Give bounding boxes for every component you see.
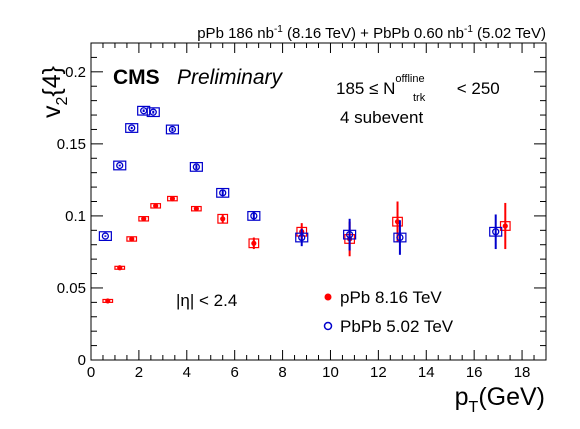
y-axis-title-sub: 2 xyxy=(54,97,71,106)
x-tick-label: 6 xyxy=(231,364,239,381)
data-point xyxy=(193,206,199,212)
y-tick-label: 0.2 xyxy=(65,64,86,81)
x-tick-label: 0 xyxy=(87,364,95,381)
data-point xyxy=(298,233,306,242)
x-tick-label: 14 xyxy=(418,364,435,381)
x-axis-title-sub: T xyxy=(469,399,479,416)
x-tick-label: 18 xyxy=(514,364,531,381)
eta-annotation: |η| < 2.4 xyxy=(176,291,237,310)
ntrk-sub: trk xyxy=(413,92,426,104)
data-point xyxy=(128,124,136,132)
data-point xyxy=(117,265,123,271)
cms-label: CMS xyxy=(113,66,160,89)
syst-box xyxy=(98,231,112,242)
syst-box xyxy=(189,161,203,172)
data-point xyxy=(141,216,147,222)
header-part2: (8.16 TeV) + PbPb 0.60 nb xyxy=(283,25,464,42)
y-tick-label: 0.05 xyxy=(57,280,86,297)
legend: pPb 8.16 TeV PbPb 5.02 TeV xyxy=(323,288,454,336)
y-tick-label: 0.15 xyxy=(57,136,86,153)
header-sup2: -1 xyxy=(464,24,473,35)
series-ppb xyxy=(102,195,511,304)
y-axis-title-main: v xyxy=(38,105,66,118)
data-point xyxy=(168,125,177,134)
data-point xyxy=(345,230,354,239)
y-axis-title-rest: {4} xyxy=(38,66,66,97)
series-pbpb xyxy=(98,105,503,255)
data-point xyxy=(153,203,159,209)
data-marks xyxy=(98,105,511,304)
syst-box xyxy=(125,123,139,133)
data-point xyxy=(250,212,258,220)
legend-label-pbpb: PbPb 5.02 TeV xyxy=(340,317,454,336)
subevent-annotation: 4 subevent xyxy=(340,108,423,127)
legend-marker-ppb xyxy=(324,293,332,301)
syst-box xyxy=(113,160,127,171)
legend-marker-pbpb xyxy=(323,321,333,331)
header-part3: (5.02 TeV) xyxy=(473,25,546,42)
x-tick-label: 8 xyxy=(278,364,286,381)
preliminary-label: Preliminary xyxy=(177,66,284,89)
data-point xyxy=(101,232,110,240)
data-point xyxy=(129,236,135,242)
data-point xyxy=(251,240,257,246)
ntrk-suffix: < 250 xyxy=(452,79,500,98)
data-point xyxy=(220,216,226,222)
data-point xyxy=(219,189,227,197)
x-tick-label: 16 xyxy=(466,364,483,381)
y-tick-label: 0 xyxy=(78,352,86,369)
ticks: 0 2 4 6 8 10 12 14 16 18 0 0.05 0.1 0.15 0.2 xyxy=(57,42,547,381)
data-point xyxy=(192,163,201,171)
header-label: pPb 186 nb-1 (8.16 TeV) + PbPb 0.60 nb-1… xyxy=(197,24,546,42)
x-axis-title-main: p xyxy=(455,383,469,411)
legend-label-ppb: pPb 8.16 TeV xyxy=(340,288,442,307)
syst-box xyxy=(216,187,230,198)
data-point xyxy=(105,298,111,304)
header-sup1: -1 xyxy=(274,24,283,35)
data-point xyxy=(169,196,176,202)
x-tick-label: 10 xyxy=(322,364,339,381)
x-tick-label: 2 xyxy=(135,364,143,381)
data-point xyxy=(149,108,157,116)
y-axis-title: v2{4} xyxy=(38,66,71,118)
data-point xyxy=(492,228,500,236)
data-point xyxy=(396,233,404,242)
x-tick-label: 4 xyxy=(183,364,191,381)
x-tick-label: 12 xyxy=(370,364,387,381)
ntrk-sup: offline xyxy=(395,73,424,85)
x-axis-title: pT(GeV) xyxy=(455,383,545,416)
data-point xyxy=(502,223,508,229)
data-point xyxy=(394,219,401,225)
syst-box xyxy=(146,107,160,118)
ntrk-annotation: 185 ≤ Noffline trk < 250 xyxy=(336,73,500,104)
syst-box xyxy=(137,105,151,116)
syst-box xyxy=(165,124,180,135)
x-axis-title-rest: (GeV) xyxy=(478,383,545,411)
data-point xyxy=(116,161,124,170)
y-tick-label: 0.1 xyxy=(65,208,86,225)
header-part1: pPb 186 nb xyxy=(197,25,274,42)
ntrk-prefix: 185 ≤ N xyxy=(336,79,395,98)
